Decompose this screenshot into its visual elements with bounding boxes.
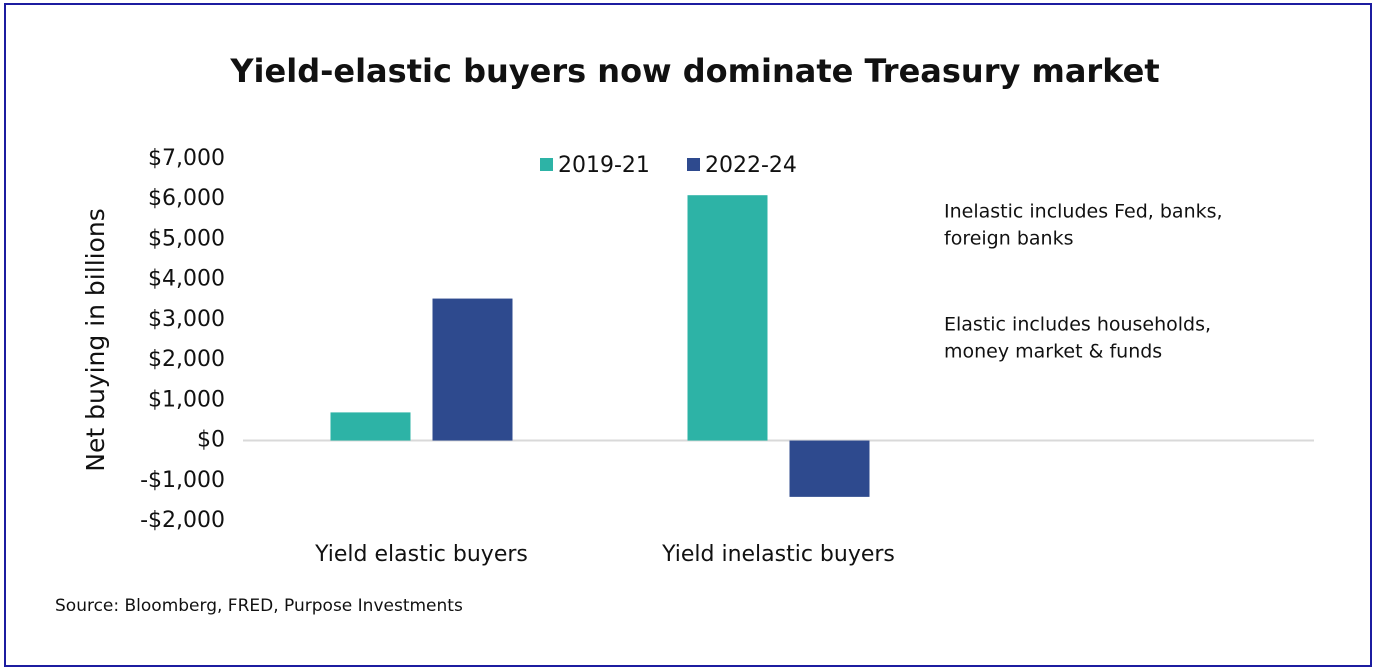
legend-label: 2022-24 (705, 153, 797, 178)
bar (432, 298, 513, 441)
legend-swatch (687, 158, 700, 171)
y-tick-label: $3,000 (148, 307, 225, 332)
y-tick-label: $5,000 (148, 226, 225, 251)
x-tick-label: Yield inelastic buyers (661, 542, 895, 567)
y-tick-label: -$1,000 (140, 468, 225, 493)
annotation: foreign banks (944, 228, 1073, 250)
y-tick-label: $2,000 (148, 347, 225, 372)
bar (687, 195, 768, 441)
annotation: Elastic includes households, (944, 314, 1211, 336)
y-tick-label: $4,000 (148, 267, 225, 292)
y-tick-label: $1,000 (148, 387, 225, 412)
source: Source: Bloomberg, FRED, Purpose Investm… (55, 596, 463, 616)
x-tick-label: Yield elastic buyers (314, 542, 528, 567)
legend-swatch (540, 158, 553, 171)
y-tick-label: -$2,000 (140, 508, 225, 533)
y-tick-label: $7,000 (148, 146, 225, 171)
legend-label: 2019-21 (558, 153, 650, 178)
y-tick-label: $6,000 (148, 186, 225, 211)
annotation: Inelastic includes Fed, banks, (944, 201, 1223, 223)
y-axis-label: Net buying in billions (81, 208, 110, 472)
y-tick-label: $0 (197, 428, 225, 453)
chart-title: Yield-elastic buyers now dominate Treasu… (229, 52, 1159, 90)
annotation: money market & funds (944, 341, 1162, 363)
bar (789, 440, 870, 497)
bar (330, 412, 411, 441)
